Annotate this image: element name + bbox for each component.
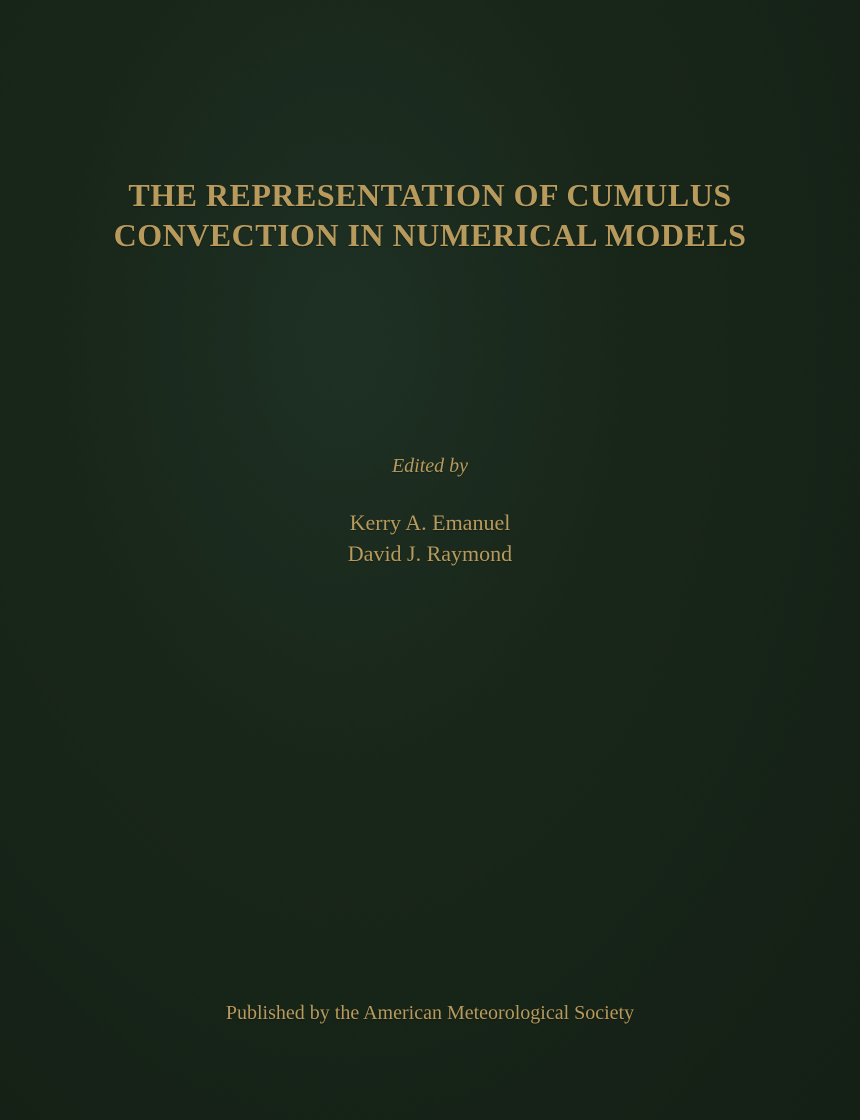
editor-block: Edited by Kerry A. Emanuel David J. Raym… (348, 455, 512, 570)
publisher-block: Published by the American Meteorological… (0, 1002, 860, 1025)
title-line-2: CONVECTION IN NUMERICAL MODELS (114, 215, 747, 255)
edited-by-label: Edited by (348, 455, 512, 478)
editor-name-2: David J. Raymond (348, 539, 512, 570)
publisher-text: Published by the American Meteorological… (0, 1002, 860, 1025)
book-cover: THE REPRESENTATION OF CUMULUS CONVECTION… (0, 0, 860, 1120)
title-block: THE REPRESENTATION OF CUMULUS CONVECTION… (114, 175, 747, 255)
title-line-1: THE REPRESENTATION OF CUMULUS (114, 175, 747, 215)
editor-name-1: Kerry A. Emanuel (348, 508, 512, 539)
